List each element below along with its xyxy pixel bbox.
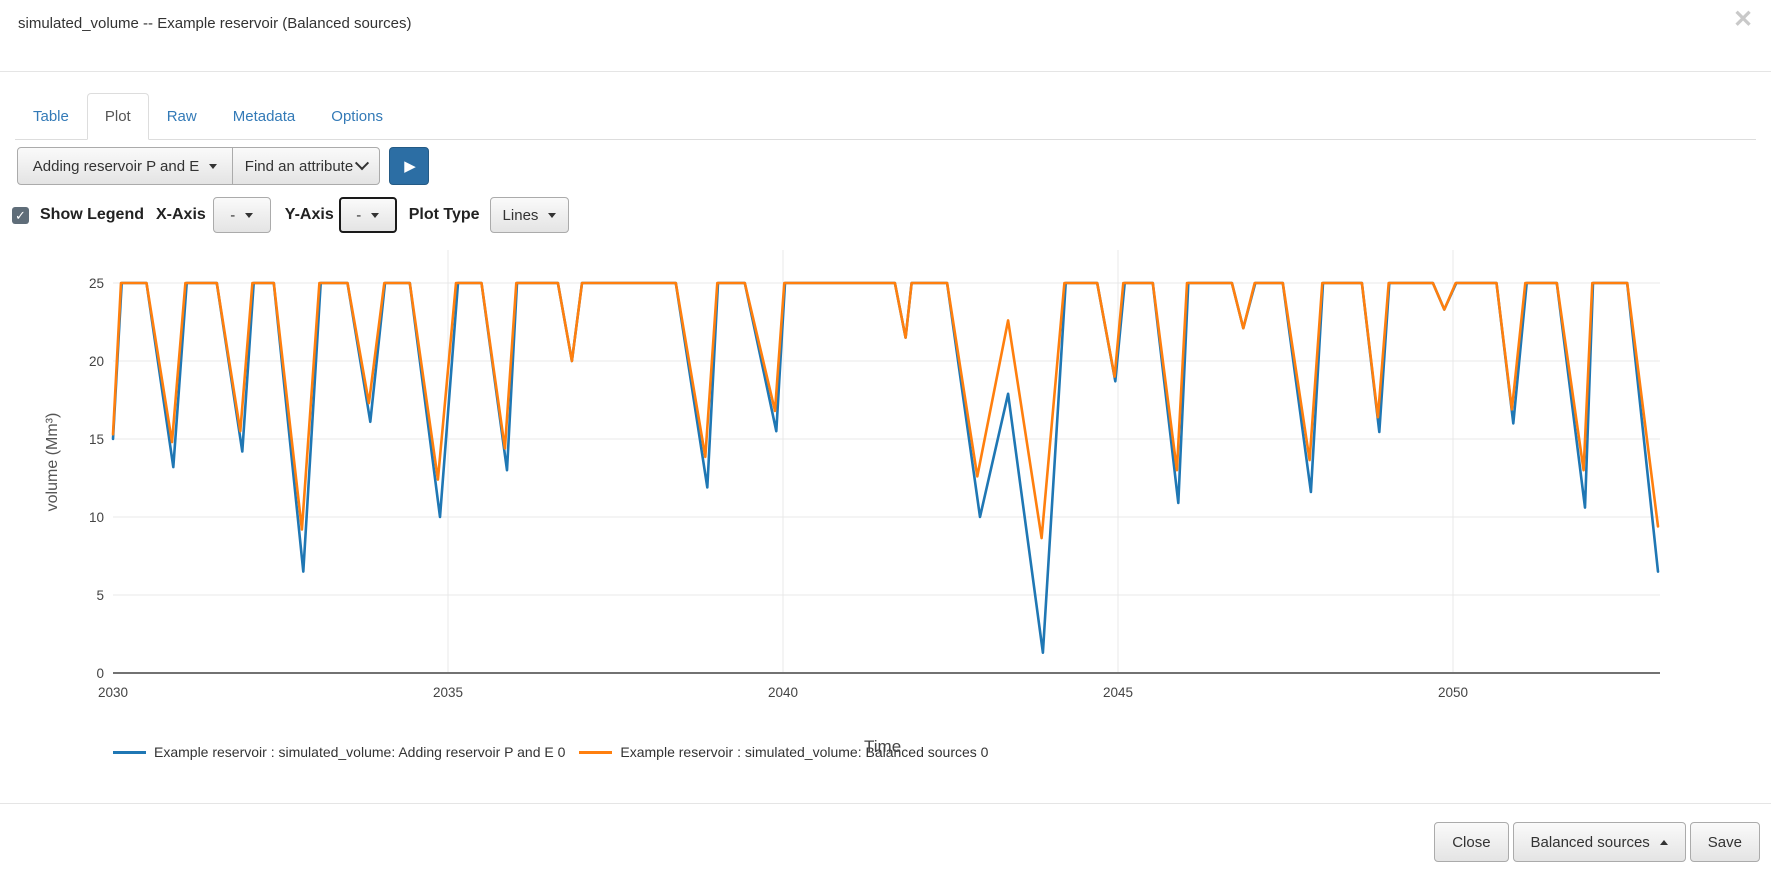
caret-down-icon bbox=[245, 212, 254, 218]
y-tick-label: 0 bbox=[96, 666, 104, 681]
save-button[interactable]: Save bbox=[1689, 822, 1760, 862]
legend-label: Example reservoir : simulated_volume: Ad… bbox=[154, 744, 566, 760]
find-attribute-dropdown[interactable]: Find an attribute bbox=[232, 147, 380, 185]
plot-type-dropdown[interactable]: Lines bbox=[489, 197, 570, 233]
y-axis-value: - bbox=[356, 206, 362, 224]
tab-metadata[interactable]: Metadata bbox=[232, 108, 296, 125]
tab-plot[interactable]: Plot bbox=[86, 93, 149, 140]
legend-swatch-blue bbox=[113, 750, 146, 754]
x-axis-label: X-Axis bbox=[156, 206, 206, 223]
caret-down-icon bbox=[371, 212, 380, 218]
tab-options[interactable]: Options bbox=[331, 108, 383, 125]
footer-divider bbox=[0, 803, 1771, 804]
y-tick-label: 5 bbox=[96, 588, 104, 603]
x-axis-dropdown[interactable]: - bbox=[212, 197, 271, 233]
legend-item: Example reservoir : simulated_volume: Ba… bbox=[579, 744, 988, 760]
chevron-down-icon bbox=[355, 156, 370, 171]
y-tick-label: 25 bbox=[89, 276, 104, 291]
x-tick-label: 2040 bbox=[768, 685, 798, 700]
y-tick-label: 10 bbox=[89, 510, 104, 525]
tab-table[interactable]: Table bbox=[33, 108, 69, 125]
series-line-0 bbox=[111, 281, 1660, 655]
x-axis-title: Time bbox=[864, 737, 902, 756]
show-legend-label: Show Legend bbox=[40, 206, 144, 223]
caret-down-icon bbox=[209, 163, 218, 169]
close-icon[interactable]: ✕ bbox=[1733, 6, 1754, 33]
y-tick-label: 15 bbox=[89, 432, 104, 447]
scenario-dropdown-label: Adding reservoir P and E bbox=[32, 157, 200, 175]
plot-type-value: Lines bbox=[502, 206, 539, 224]
modal-footer: Close Balanced sources Save bbox=[1434, 822, 1760, 862]
save-button-label: Save bbox=[1707, 833, 1742, 851]
series-line-1 bbox=[111, 281, 1660, 540]
x-tick-label: 2030 bbox=[98, 685, 128, 700]
legend-item: Example reservoir : simulated_volume: Ad… bbox=[113, 744, 565, 760]
close-button-label: Close bbox=[1452, 833, 1491, 851]
play-icon: ▶ bbox=[404, 157, 416, 175]
y-axis-title: volume (Mm³) bbox=[44, 413, 61, 512]
close-button[interactable]: Close bbox=[1434, 822, 1509, 862]
scenario-select-label: Balanced sources bbox=[1530, 833, 1650, 851]
tab-raw[interactable]: Raw bbox=[166, 108, 197, 125]
run-button[interactable]: ▶ bbox=[389, 147, 429, 185]
x-axis-value: - bbox=[230, 206, 236, 224]
page-title: simulated_volume -- Example reservoir (B… bbox=[18, 15, 412, 32]
x-tick-label: 2045 bbox=[1103, 685, 1133, 700]
plot-toolbar: Adding reservoir P and E Find an attribu… bbox=[17, 147, 429, 185]
show-legend-checkbox[interactable]: ✓ bbox=[12, 206, 29, 224]
y-tick-label: 20 bbox=[89, 354, 104, 369]
y-axis-dropdown[interactable]: - bbox=[338, 197, 397, 233]
legend-swatch-orange bbox=[579, 750, 613, 754]
caret-down-icon bbox=[548, 212, 557, 218]
legend-label: Example reservoir : simulated_volume: Ba… bbox=[620, 744, 989, 760]
scenario-dropdown[interactable]: Adding reservoir P and E bbox=[17, 147, 233, 185]
scenario-select-dropup[interactable]: Balanced sources bbox=[1512, 822, 1686, 862]
x-tick-label: 2050 bbox=[1438, 685, 1468, 700]
chart-legend: Example reservoir : simulated_volume: Ad… bbox=[113, 744, 988, 760]
plot-type-label: Plot Type bbox=[408, 206, 480, 223]
caret-up-icon bbox=[1659, 839, 1668, 845]
x-tick-label: 2035 bbox=[433, 685, 463, 700]
plot-controls: ✓ Show Legend X-Axis - Y-Axis - Plot Typ… bbox=[12, 196, 570, 234]
find-attribute-label: Find an attribute bbox=[244, 157, 354, 175]
y-axis-label: Y-Axis bbox=[284, 206, 334, 223]
header-divider bbox=[0, 71, 1771, 72]
tab-bar: Table Plot Raw Metadata Options bbox=[15, 86, 1756, 140]
